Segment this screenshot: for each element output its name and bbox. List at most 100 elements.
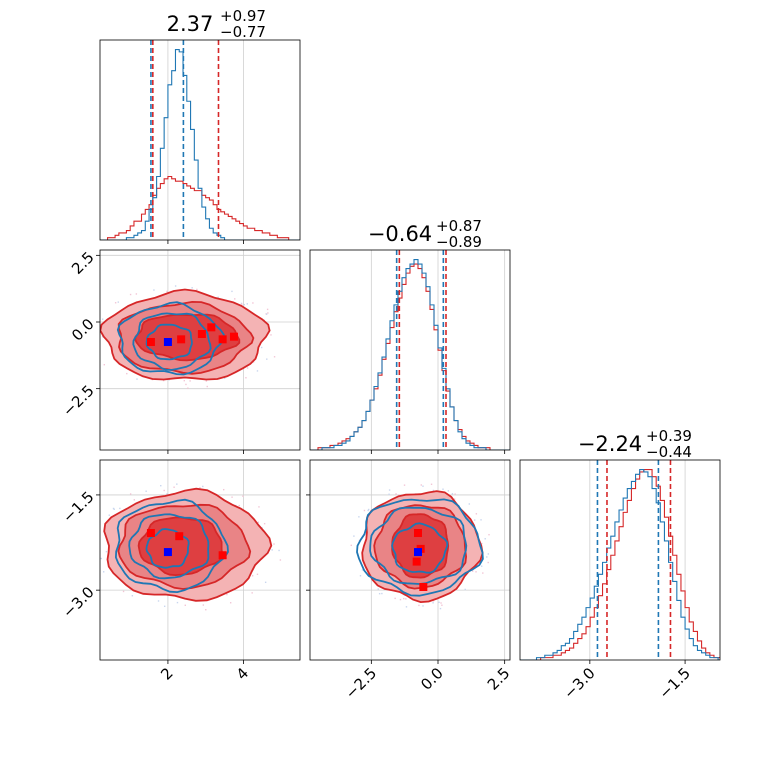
marker-red xyxy=(218,335,227,344)
marker-blue xyxy=(163,548,172,557)
scatter-point xyxy=(189,380,191,382)
scatter-point xyxy=(231,496,233,498)
contour-blue xyxy=(145,323,193,361)
scatter-point xyxy=(475,571,477,573)
scatter-point xyxy=(102,335,104,338)
scatter-point xyxy=(145,490,147,492)
scatter-point xyxy=(223,377,226,379)
scatter-point xyxy=(403,597,405,600)
scatter-point xyxy=(265,313,268,315)
scatter-point xyxy=(432,489,435,492)
scatter-point xyxy=(98,348,99,349)
scatter-point xyxy=(95,349,96,350)
scatter-point xyxy=(251,575,254,577)
scatter-point xyxy=(103,363,106,366)
pair-panel-frame xyxy=(99,459,301,661)
scatter-point xyxy=(368,508,370,511)
scatter-point xyxy=(403,484,406,486)
contour-blue xyxy=(116,301,225,376)
scatter-point xyxy=(420,484,423,486)
histogram-blue xyxy=(520,468,720,660)
scatter-point xyxy=(113,508,115,510)
scatter-point xyxy=(430,483,433,485)
x-tick-label: −1.5 xyxy=(655,664,693,702)
x-tick-label: 2.5 xyxy=(484,664,514,694)
scatter-point xyxy=(278,549,280,552)
scatter-point xyxy=(482,572,484,574)
scatter-point xyxy=(267,312,269,314)
scatter-point xyxy=(234,298,236,300)
scatter-point xyxy=(126,372,128,375)
scatter-point xyxy=(183,379,185,382)
histogram-red xyxy=(310,263,510,450)
y-tick-label: −3.0 xyxy=(59,583,97,621)
scatter-point xyxy=(240,302,243,305)
scatter-point xyxy=(112,507,115,510)
scatter-point xyxy=(131,595,134,597)
scatter-point xyxy=(488,533,490,536)
scatter-point xyxy=(245,377,247,379)
parameter-title-plus: +0.97 xyxy=(220,7,266,25)
scatter-point xyxy=(119,507,121,510)
scatter-point xyxy=(226,593,228,596)
marker-red xyxy=(175,532,184,541)
scatter-point xyxy=(440,602,442,604)
marker-blue xyxy=(414,548,422,557)
scatter-point xyxy=(174,285,177,287)
scatter-point xyxy=(184,604,186,606)
scatter-point xyxy=(273,543,275,545)
pair-panel-frame xyxy=(309,459,511,661)
contour-blue xyxy=(391,522,449,574)
parameter-title-minus: −0.44 xyxy=(646,443,692,461)
marker-red xyxy=(419,582,428,591)
x-tick-label: 0.0 xyxy=(417,664,447,694)
scatter-point xyxy=(100,557,103,560)
scatter-point xyxy=(484,538,486,540)
scatter-point xyxy=(222,488,225,491)
scatter-point xyxy=(153,289,155,291)
scatter-point xyxy=(475,513,478,515)
scatter-point xyxy=(422,485,424,487)
scatter-point xyxy=(439,607,442,610)
parameter-title-plus: +0.87 xyxy=(436,217,482,235)
scatter-point xyxy=(196,288,198,291)
y-tick-label: 0.0 xyxy=(68,315,98,345)
scatter-point xyxy=(394,597,396,600)
scatter-point xyxy=(251,592,253,594)
scatter-point xyxy=(256,370,259,372)
histogram-red xyxy=(100,175,300,240)
scatter-point xyxy=(260,346,263,349)
scatter-point xyxy=(447,490,450,492)
scatter-point xyxy=(378,592,381,595)
y-tick-label: 2.5 xyxy=(68,248,98,278)
scatter-point xyxy=(358,516,360,518)
marker-red xyxy=(412,557,421,566)
scatter-point xyxy=(377,588,379,590)
scatter-point xyxy=(242,495,244,497)
scatter-point xyxy=(399,598,402,601)
scatter-point xyxy=(359,575,362,577)
scatter-point xyxy=(422,605,424,607)
scatter-point xyxy=(108,514,110,516)
histogram-blue xyxy=(310,258,510,450)
scatter-point xyxy=(92,561,93,562)
scatter-point xyxy=(471,570,474,572)
y-tick-label: −2.5 xyxy=(59,382,97,420)
parameter-title: −2.24 xyxy=(578,432,642,456)
marker-red xyxy=(146,338,155,346)
scatter-point xyxy=(243,303,245,306)
scatter-point xyxy=(231,290,233,293)
scatter-point xyxy=(122,590,125,593)
x-tick-label: −3.0 xyxy=(560,664,598,702)
scatter-point xyxy=(381,592,383,595)
scatter-point xyxy=(464,588,466,591)
scatter-point xyxy=(451,493,454,495)
contour-blue xyxy=(132,312,212,371)
scatter-point xyxy=(454,493,456,495)
scatter-point xyxy=(91,561,92,562)
scatter-point xyxy=(271,549,273,551)
scatter-point xyxy=(453,498,456,500)
scatter-point xyxy=(114,302,117,304)
scatter-point xyxy=(135,293,138,295)
